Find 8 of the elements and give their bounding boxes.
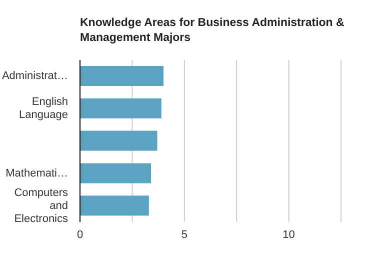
y-tick-label: English Language	[19, 96, 68, 122]
x-tick-label: 5	[181, 228, 188, 241]
x-tick-label: 0	[76, 228, 84, 241]
y-tick-label: Mathemati…	[6, 167, 68, 180]
y-tick-label: Computers and Electronics	[14, 186, 68, 225]
chart-title: Knowledge Areas for Business Administration & Management Majors	[80, 16, 346, 46]
y-tick-label: Administrat…	[2, 70, 68, 82]
x-tick-label: 10	[282, 228, 295, 241]
